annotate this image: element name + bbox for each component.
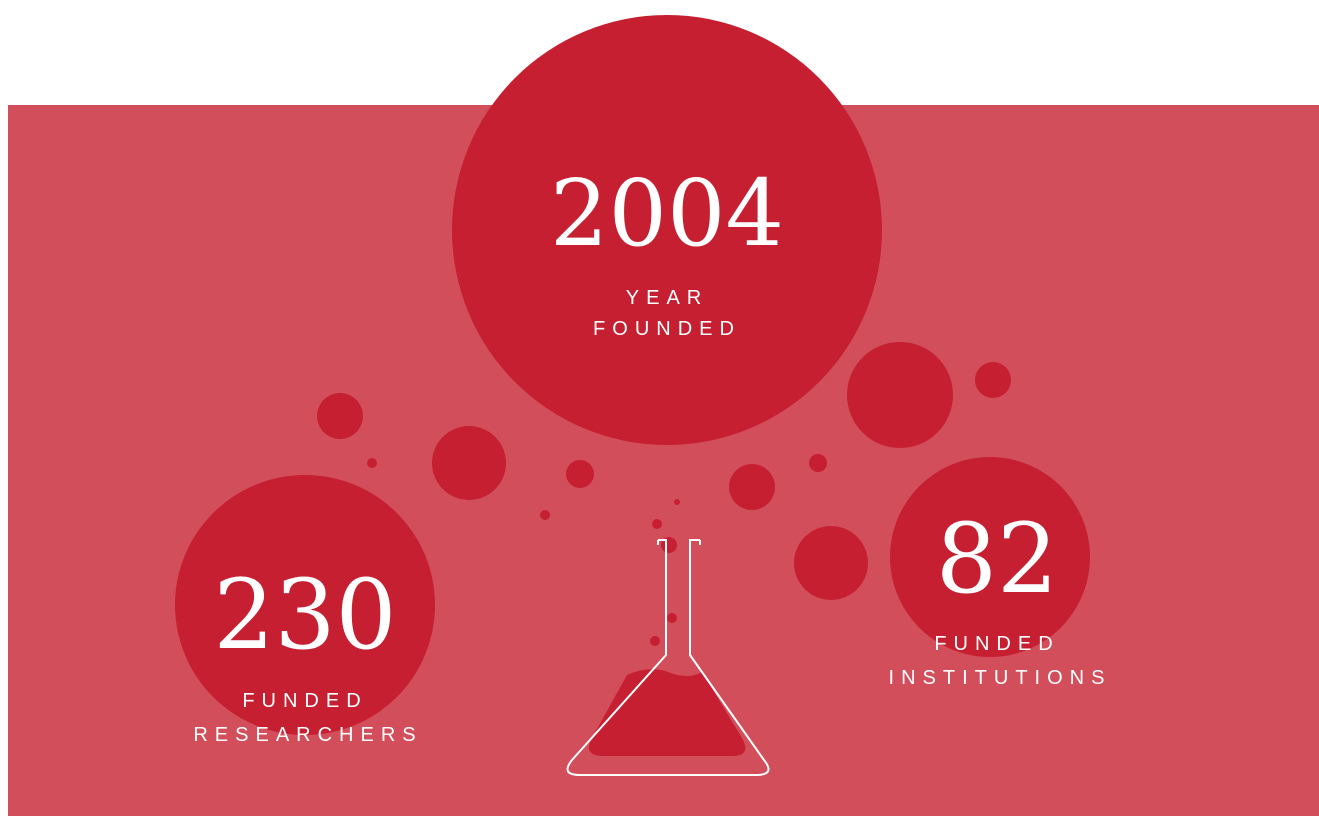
bubble bbox=[650, 636, 660, 646]
bubble bbox=[652, 519, 662, 529]
bubble bbox=[809, 454, 827, 472]
bubble bbox=[667, 613, 677, 623]
stat-label: FUNDED bbox=[242, 690, 367, 712]
stat-label: RESEARCHERS bbox=[193, 724, 422, 746]
bubble bbox=[794, 526, 868, 600]
stat-label: FUNDED bbox=[934, 633, 1059, 655]
stat-number: 230 bbox=[213, 559, 396, 671]
bubble bbox=[367, 458, 377, 468]
bubble bbox=[674, 499, 680, 505]
bubble bbox=[317, 393, 363, 439]
stat-label: YEAR bbox=[626, 287, 708, 309]
stat-label: FOUNDED bbox=[593, 318, 741, 340]
stat-label: INSTITUTIONS bbox=[889, 667, 1112, 689]
bubble bbox=[975, 362, 1011, 398]
bubble bbox=[432, 426, 506, 500]
bubble bbox=[540, 510, 550, 520]
bubble bbox=[847, 342, 953, 448]
bubble bbox=[729, 464, 775, 510]
infographic: 2004 YEAR FOUNDED 230 FUNDED RESEARCHERS… bbox=[0, 0, 1319, 824]
stat-number: 2004 bbox=[550, 160, 784, 267]
bubble bbox=[566, 460, 594, 488]
stat-number: 82 bbox=[936, 503, 1058, 615]
